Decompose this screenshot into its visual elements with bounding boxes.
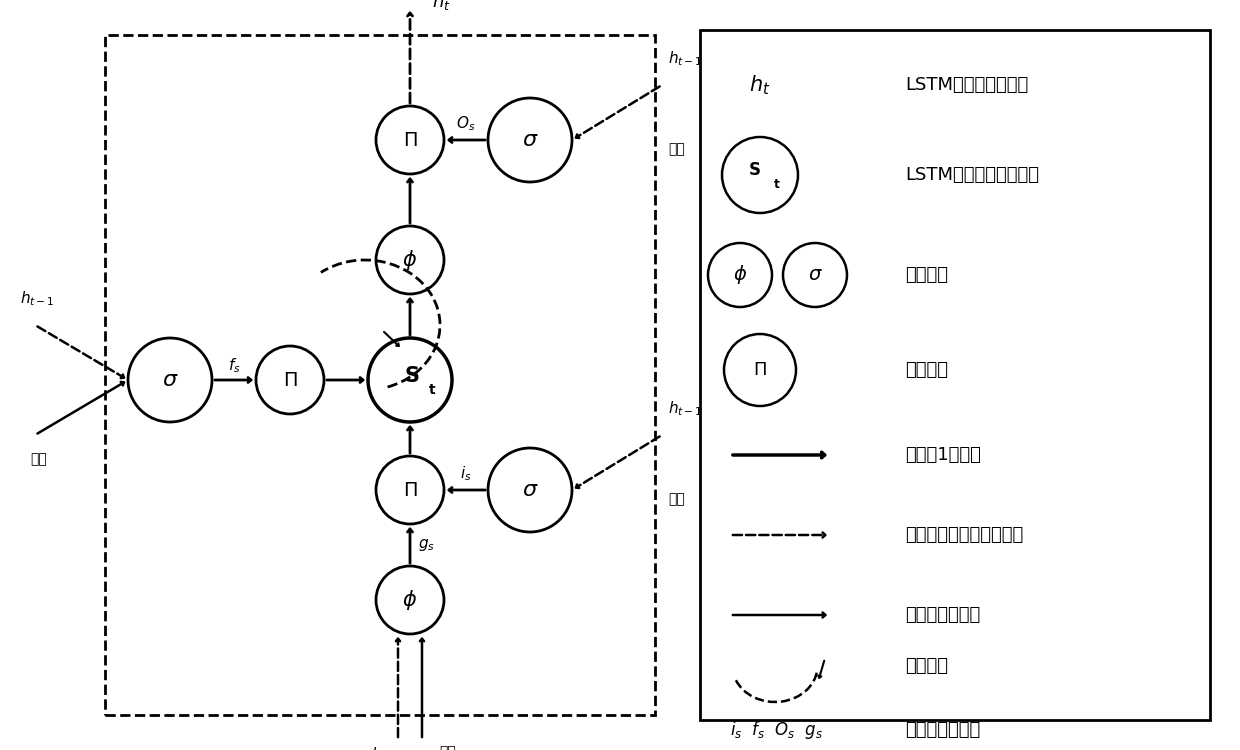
Text: $h_t$: $h_t$: [749, 74, 771, 97]
Text: $\sigma$: $\sigma$: [522, 480, 538, 500]
Text: 输入: 输入: [440, 745, 456, 750]
Text: t: t: [774, 178, 780, 191]
Text: 时间连接的隐层反馈权值: 时间连接的隐层反馈权值: [905, 526, 1023, 544]
Text: $\phi$: $\phi$: [403, 588, 418, 612]
Text: $\sigma$: $\sigma$: [161, 370, 179, 390]
Text: $\phi$: $\phi$: [733, 263, 748, 286]
Text: LSTM记忆单元的输出: LSTM记忆单元的输出: [905, 76, 1028, 94]
Text: $\phi$: $\phi$: [403, 248, 418, 272]
Text: 输入: 输入: [30, 452, 47, 466]
Text: 激活函数: 激活函数: [905, 266, 949, 284]
Text: $\Pi$: $\Pi$: [403, 130, 418, 149]
Bar: [105, 35, 655, 715]
Text: $\Pi$: $\Pi$: [753, 361, 766, 379]
Text: $\sigma$: $\sigma$: [522, 130, 538, 150]
Text: $h_{t-1}$: $h_{t-1}$: [668, 399, 703, 418]
Bar: [701, 30, 1210, 720]
Text: 输入: 输入: [668, 142, 684, 156]
Text: $\Pi$: $\Pi$: [283, 370, 298, 389]
Text: S: S: [404, 366, 419, 386]
Text: $f_s$: $f_s$: [228, 357, 241, 375]
Text: $h_t$: $h_t$: [432, 0, 451, 12]
Text: 门节点的输出值: 门节点的输出值: [905, 721, 981, 739]
Text: 隐层之间的权值: 隐层之间的权值: [905, 606, 981, 624]
Text: $\sigma$: $\sigma$: [807, 266, 822, 284]
Text: S: S: [749, 161, 761, 179]
Text: $i_s$  $f_s$  $O_s$  $g_s$: $i_s$ $f_s$ $O_s$ $g_s$: [730, 719, 823, 741]
Text: $\Pi$: $\Pi$: [403, 481, 418, 500]
Text: 循环反馈: 循环反馈: [905, 657, 949, 675]
Text: $h_{t-1}$: $h_{t-1}$: [371, 745, 405, 750]
Text: t: t: [429, 383, 435, 397]
Text: $O_s$: $O_s$: [456, 115, 476, 134]
Text: $i_s$: $i_s$: [460, 465, 471, 483]
Text: 输入: 输入: [668, 492, 684, 506]
Text: $h_{t-1}$: $h_{t-1}$: [668, 50, 703, 68]
Text: $h_{t-1}$: $h_{t-1}$: [20, 290, 55, 308]
Text: 求积运算: 求积运算: [905, 361, 949, 379]
Text: 固定为1的权值: 固定为1的权值: [905, 446, 981, 464]
Text: LSTM记忆单元的状态值: LSTM记忆单元的状态值: [905, 166, 1039, 184]
Text: $g_s$: $g_s$: [418, 537, 434, 553]
